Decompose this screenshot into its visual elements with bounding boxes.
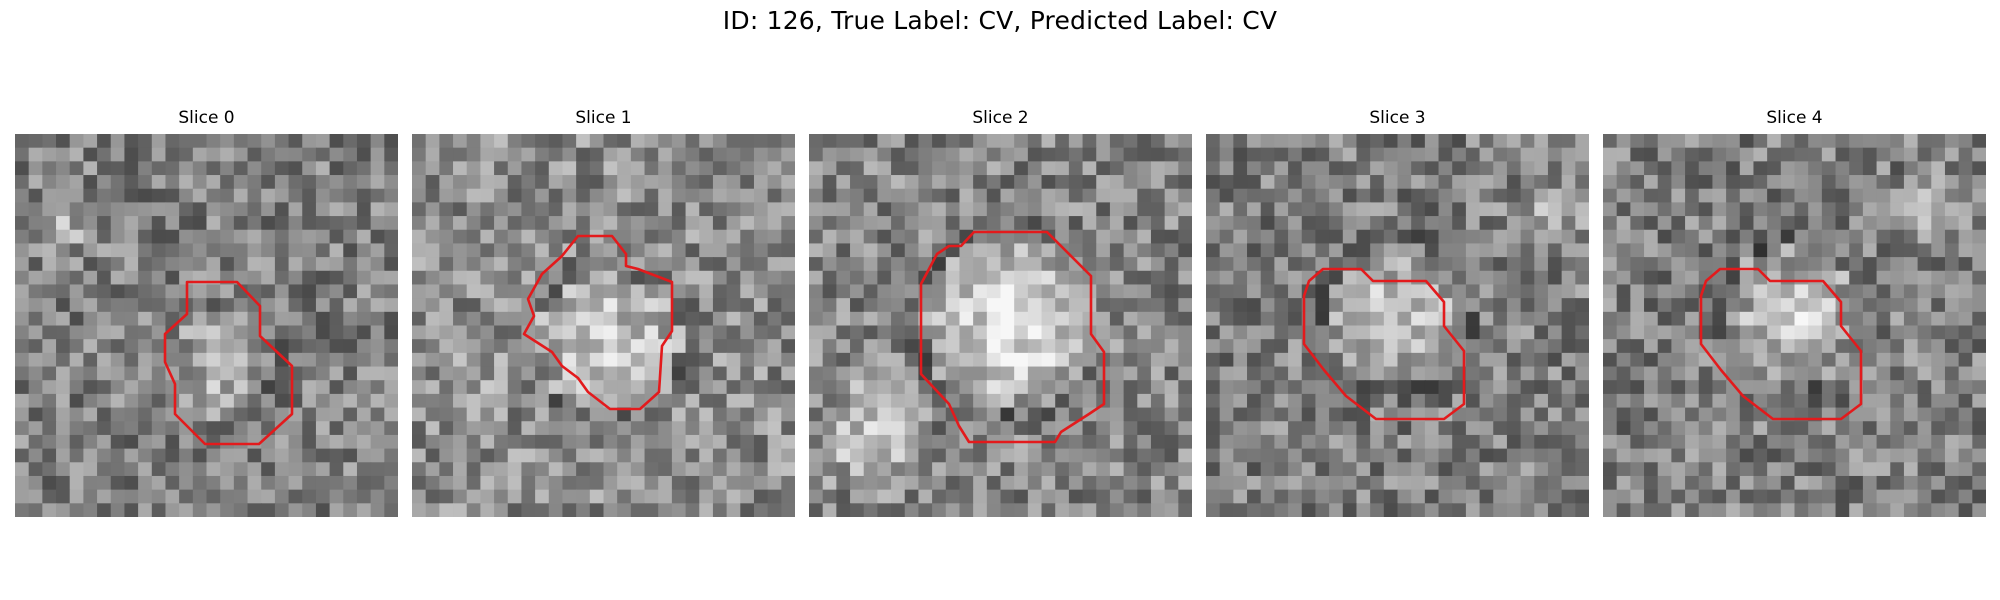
pixel-grid — [15, 134, 398, 517]
segmentation-contour — [919, 230, 1106, 444]
slice-image — [809, 134, 1192, 517]
slice-title: Slice 1 — [575, 108, 632, 128]
segmentation-contour — [1302, 267, 1466, 421]
segmentation-contour — [1699, 267, 1863, 421]
figure-title: ID: 126, True Label: CV, Predicted Label… — [722, 6, 1278, 35]
pixel-grid — [1603, 134, 1986, 517]
slice-title: Slice 0 — [178, 108, 235, 128]
slice-image — [412, 134, 795, 517]
pixel-grid — [809, 134, 1192, 517]
slice-image — [1206, 134, 1589, 517]
slice-title: Slice 4 — [1766, 108, 1823, 128]
segmentation-contour — [163, 280, 294, 446]
pixel-grid — [412, 134, 795, 517]
slice-image — [1603, 134, 1986, 517]
segmentation-contour — [522, 234, 674, 411]
slice-image — [15, 134, 398, 517]
pixel-grid — [1206, 134, 1589, 517]
slice-title: Slice 2 — [972, 108, 1029, 128]
slice-title: Slice 3 — [1369, 108, 1426, 128]
